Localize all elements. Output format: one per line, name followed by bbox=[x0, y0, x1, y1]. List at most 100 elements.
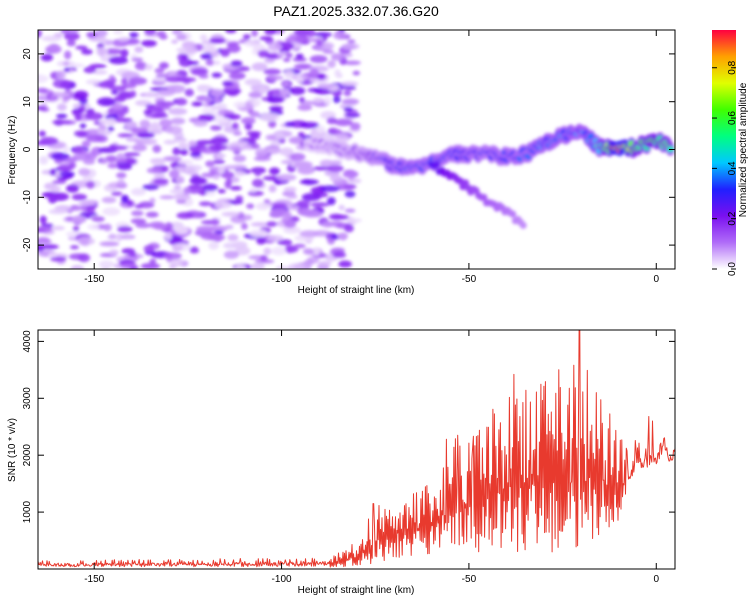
spectrogram-cell bbox=[132, 143, 147, 152]
spectrogram-cell bbox=[48, 192, 67, 201]
spectrogram-cell bbox=[177, 159, 193, 165]
spectrogram-cell bbox=[212, 159, 226, 164]
spectrogram-cell bbox=[79, 123, 87, 129]
spectrogram-cell bbox=[52, 180, 67, 185]
spectrogram-cell bbox=[263, 68, 282, 75]
x-tick-label: 0 bbox=[653, 274, 659, 285]
spectrogram-cell bbox=[244, 40, 260, 48]
spectrogram-cell bbox=[122, 233, 133, 238]
spectrogram-cell bbox=[251, 62, 268, 72]
spectrogram-cell bbox=[293, 63, 313, 70]
spectrogram-cell bbox=[345, 85, 357, 90]
spectrogram-cell bbox=[284, 220, 297, 229]
spectrogram-cell bbox=[509, 210, 517, 218]
spectrogram-cell bbox=[295, 53, 304, 59]
spectrogram-cell bbox=[144, 91, 156, 98]
spectrogram-cell bbox=[175, 175, 185, 183]
spectrogram-cell bbox=[214, 236, 222, 243]
colorbar-tick-label: 0.0 bbox=[727, 262, 738, 276]
spectrogram-cell bbox=[210, 125, 222, 131]
spectrogram-cell bbox=[176, 97, 187, 105]
spectrogram-cell bbox=[276, 239, 293, 246]
spectrogram-cell bbox=[249, 229, 268, 238]
spectrogram-cell bbox=[340, 81, 359, 87]
spectrogram-cell bbox=[228, 72, 246, 80]
spectrogram-cell bbox=[309, 68, 319, 77]
spectrogram-cell bbox=[130, 188, 146, 196]
spectrogram-cell bbox=[108, 233, 117, 240]
spectrogram-cell bbox=[218, 165, 226, 174]
spectrogram-cell bbox=[208, 144, 228, 151]
spectrogram-cell bbox=[343, 183, 357, 190]
spectrogram-cell bbox=[230, 60, 243, 67]
spectrogram-cell bbox=[284, 70, 295, 80]
spectrogram-cell bbox=[282, 81, 290, 87]
spectrogram-cell bbox=[289, 86, 306, 95]
spectrogram-cell bbox=[41, 35, 62, 42]
spectrogram-cell bbox=[312, 97, 324, 104]
spectrogram-cell bbox=[153, 223, 168, 230]
spectrogram-cell bbox=[74, 145, 83, 154]
spectrogram-cell bbox=[266, 96, 285, 104]
spectrogram-cell bbox=[169, 189, 185, 194]
spectrogram-cell bbox=[95, 30, 108, 37]
spectrogram-cell bbox=[111, 118, 130, 123]
spectrogram-cell bbox=[299, 230, 320, 238]
spectrogram-cell bbox=[285, 245, 299, 253]
spectrogram-cell bbox=[316, 39, 323, 48]
spectrogram-cell bbox=[283, 186, 297, 193]
spectrogram-cell bbox=[347, 39, 356, 44]
spectrogram-cell bbox=[269, 208, 289, 217]
snr-panel: -150 -100 -50 0 1000 2000 3000 4000 Height of … bbox=[7, 329, 676, 596]
spectrogram-cell bbox=[255, 148, 269, 157]
spectrogram-cell bbox=[209, 88, 224, 97]
spectrogram-cell bbox=[227, 44, 241, 53]
spectrogram-cell bbox=[321, 221, 334, 228]
spectrogram-cell bbox=[85, 112, 104, 121]
x-tick-label: -50 bbox=[462, 574, 477, 585]
spectrogram-cell bbox=[72, 206, 82, 211]
spectrogram-cell bbox=[279, 147, 294, 156]
spectrogram-cell bbox=[198, 74, 209, 79]
spectrogram-cell bbox=[310, 202, 330, 207]
spectrogram-cell bbox=[145, 211, 159, 218]
spectrogram-cell bbox=[266, 221, 278, 227]
spectrogram-cell bbox=[287, 194, 298, 199]
spectrogram-cell bbox=[99, 36, 107, 44]
spectrogram-cell bbox=[184, 88, 195, 97]
spectrogram-cell bbox=[121, 77, 128, 86]
spectrogram-cell bbox=[189, 176, 207, 185]
spectrogram-cell bbox=[203, 96, 213, 103]
spectrogram-x-label: Height of straight line (km) bbox=[298, 285, 415, 296]
spectrogram-cell bbox=[283, 226, 301, 234]
spectrogram-cell bbox=[334, 30, 344, 35]
spectrogram-cell bbox=[329, 174, 343, 183]
y-tick-label: 2000 bbox=[22, 444, 33, 467]
spectrogram-cell bbox=[130, 218, 147, 224]
spectrogram-cell bbox=[40, 244, 59, 250]
spectrogram-cell bbox=[128, 77, 148, 86]
colorbar-label: Normalized spectral amplitude bbox=[738, 82, 749, 217]
spectrogram-cell bbox=[154, 67, 165, 74]
spectrogram-cell bbox=[81, 140, 91, 148]
spectrogram-cell bbox=[297, 199, 311, 206]
spectrogram-cell bbox=[138, 201, 155, 209]
spectrogram-cell bbox=[107, 163, 119, 169]
spectrogram-cell bbox=[232, 140, 249, 147]
spectrogram-cell bbox=[143, 245, 155, 253]
spectrogram-cell bbox=[107, 125, 115, 132]
x-tick-label: -100 bbox=[272, 274, 292, 285]
spectrogram-cell bbox=[101, 196, 117, 204]
spectrogram-cell bbox=[235, 195, 244, 202]
spectrogram-cell bbox=[117, 179, 125, 185]
spectrogram-cell bbox=[254, 259, 275, 264]
spectrogram-cell bbox=[111, 89, 119, 95]
spectrogram-cell bbox=[74, 112, 82, 122]
spectrogram-cell bbox=[78, 200, 96, 207]
spectrogram-cell bbox=[156, 30, 167, 38]
spectrogram-cell bbox=[244, 78, 262, 86]
spectrogram-cell bbox=[199, 34, 208, 41]
spectrogram-cell bbox=[109, 145, 128, 151]
spectrogram-cell bbox=[303, 259, 315, 266]
spectrogram-cell bbox=[120, 49, 129, 58]
